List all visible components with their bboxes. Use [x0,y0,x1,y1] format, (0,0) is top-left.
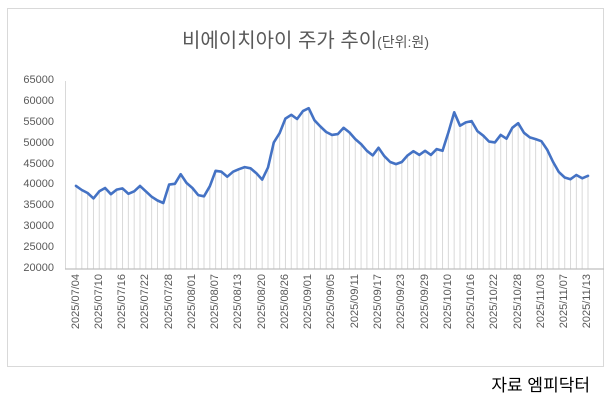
chart-title-text: 비에이치아이 주가 추이 [182,30,378,52]
x-tick-label: 2025/09/11 [348,274,361,329]
x-tick-label: 2025/11/13 [581,274,594,329]
x-tick-label: 2025/11/07 [558,274,571,329]
y-tick-label: 20000 [23,262,54,274]
y-tick-label: 50000 [23,136,54,149]
chart-title: 비에이치아이 주가 추이(단위:원) [8,24,603,53]
y-axis: 65000 60000 55000 50000 45000 40000 35000 30000… [8,9,54,366]
x-tick-label: 2025/08/26 [278,274,291,330]
x-tick-label: 2025/09/17 [372,274,385,330]
chart-title-unit: (단위:원) [377,34,429,50]
x-tick-label: 2025/08/13 [232,274,245,330]
x-tick-label: 2025/10/16 [465,274,478,330]
x-tick-label: 2025/09/23 [395,274,408,330]
x-tick-label: 2025/07/04 [69,274,82,330]
y-tick-label: 35000 [23,199,54,212]
x-tick-label: 2025/07/28 [162,274,175,330]
x-tick-label: 2025/10/10 [441,274,454,330]
y-tick-label: 60000 [23,94,54,107]
y-tick-label: 45000 [23,157,54,170]
x-tick-label: 2025/10/22 [488,274,501,330]
price-line [74,106,590,205]
x-tick-label: 2025/09/05 [325,274,338,330]
x-tick-label: 2025/07/22 [139,274,152,330]
y-tick-label: 55000 [23,115,54,128]
x-tick-label: 2025/10/28 [511,274,524,330]
x-tick-label: 2025/09/01 [302,274,315,330]
chart-frame: 비에이치아이 주가 추이(단위:원) 65000 60000 55000 50000 4… [7,8,604,367]
x-tick-label: 2025/07/16 [116,274,129,330]
x-tick-label: 2025/07/10 [92,274,105,330]
x-tick-label: 2025/08/20 [255,274,268,330]
y-tick-label: 25000 [23,241,54,254]
source-label: 자료 엠피닥터 [491,376,590,395]
y-tick-label: 65000 [23,74,54,86]
y-tick-label: 30000 [23,220,54,233]
x-tick-label: 2025/08/01 [185,274,198,330]
x-tick-label: 2025/09/29 [418,274,431,330]
x-tick-label: 2025/11/03 [534,274,547,329]
x-tick-label: 2025/08/07 [209,274,222,330]
plot-area [65,81,604,270]
y-tick-label: 40000 [23,178,54,191]
